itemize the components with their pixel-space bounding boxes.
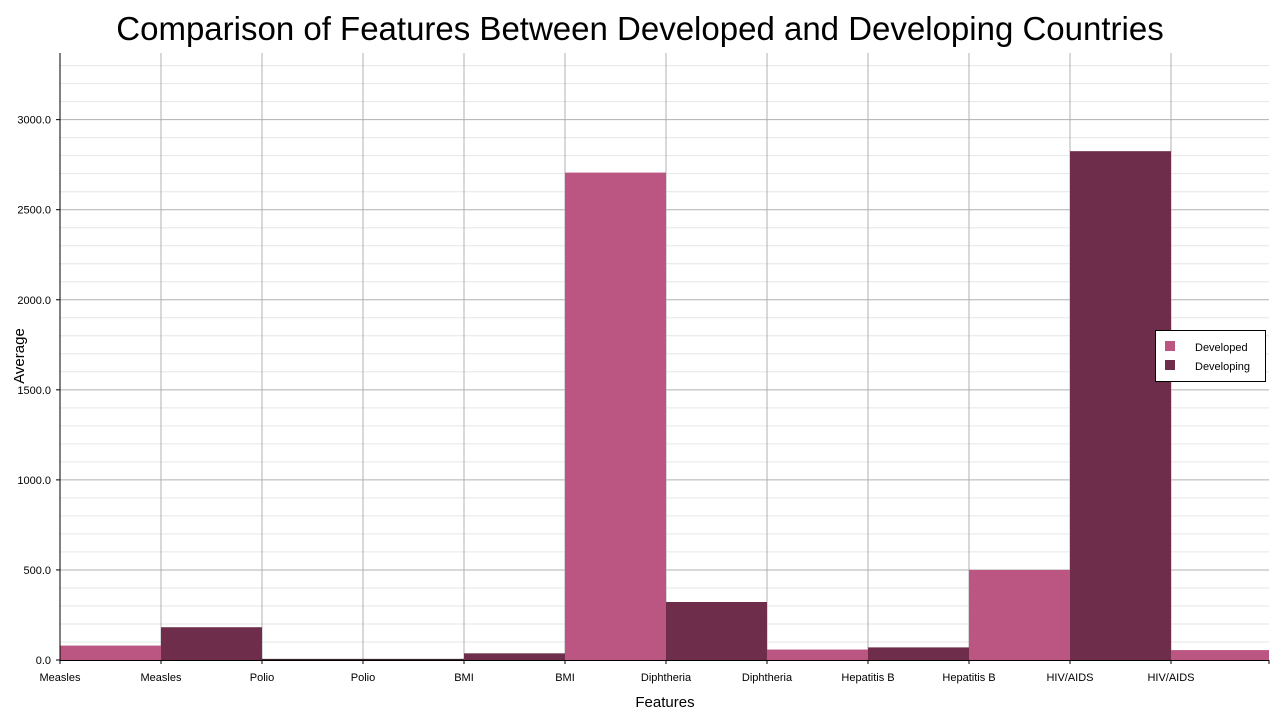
x-tick-label: Polio: [351, 672, 375, 684]
y-tick-label: 2000.0: [17, 295, 51, 307]
y-tick-label: 500.0: [23, 565, 51, 577]
x-tick-label: Diphtheria: [742, 672, 793, 684]
legend-label-developing: Developing: [1195, 361, 1250, 373]
legend-label-developed: Developed: [1195, 342, 1248, 354]
y-tick-label: 0.0: [36, 655, 51, 667]
x-tick-label: Measles: [40, 672, 81, 684]
y-tick-label: 1000.0: [17, 475, 51, 487]
bar-developed: [1171, 650, 1269, 660]
x-tick-label: BMI: [454, 672, 474, 684]
y-tick-label: 3000.0: [17, 115, 51, 127]
legend-swatch-developed: [1165, 341, 1175, 351]
bar-developing: [464, 653, 565, 660]
bar-developing: [868, 647, 969, 660]
legend-swatch-developing: [1165, 360, 1175, 370]
x-axis-title: Features: [635, 694, 694, 711]
y-tick-label: 1500.0: [17, 385, 51, 397]
legend: Developed Developing: [1155, 330, 1266, 382]
y-axis-title: Average: [11, 328, 28, 384]
axis-layer: 0.0 500.0 1000.0 1500.0 2000.0 2500.0 3000.0 Me…: [17, 53, 1270, 684]
bar-developed: [767, 649, 868, 660]
x-tick-label: Diphtheria: [641, 672, 692, 684]
bar-developed: [565, 172, 666, 660]
x-tick-label: BMI: [555, 672, 575, 684]
bar-developed: [60, 645, 161, 660]
x-tick-label: Hepatitis B: [841, 672, 894, 684]
bar-developing: [161, 627, 262, 660]
x-tick-label: Measles: [141, 672, 182, 684]
legend-box: [1155, 330, 1266, 382]
x-tick-label: Polio: [250, 672, 274, 684]
x-tick-label: HIV/AIDS: [1147, 672, 1194, 684]
bar-developing: [1070, 151, 1171, 661]
chart-title: Comparison of Features Between Developed…: [116, 10, 1164, 47]
bar-developing: [666, 602, 767, 660]
bar-layer: [60, 151, 1269, 661]
x-tick-label: Hepatitis B: [942, 672, 995, 684]
y-tick-label: 2500.0: [17, 205, 51, 217]
x-tick-label: HIV/AIDS: [1046, 672, 1093, 684]
bar-developed: [969, 569, 1070, 660]
